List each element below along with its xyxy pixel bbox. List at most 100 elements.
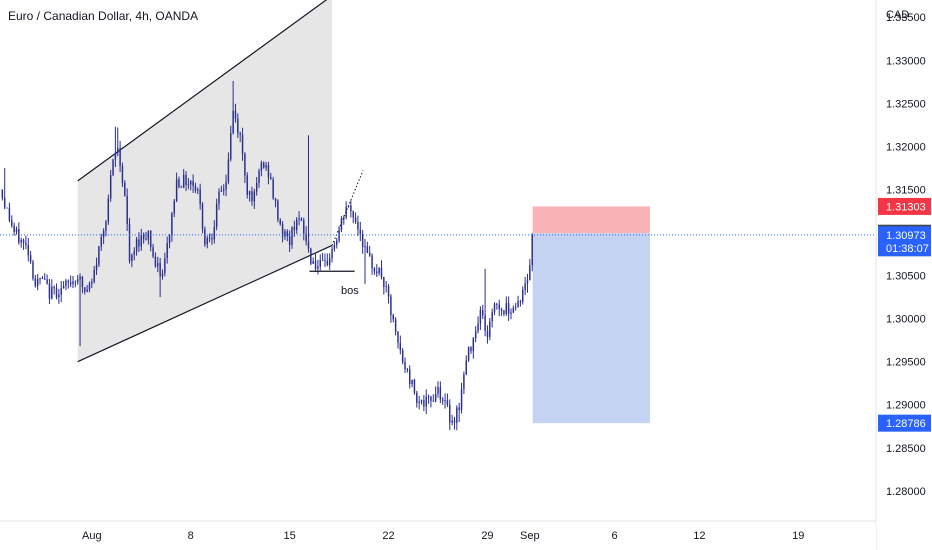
candle <box>472 336 475 359</box>
candle <box>449 399 451 431</box>
candle <box>29 250 32 264</box>
candle <box>248 190 251 202</box>
candle <box>401 347 404 365</box>
price-tick-label: 1.32000 <box>886 141 926 153</box>
candle <box>281 221 284 243</box>
candle <box>390 293 392 323</box>
candle <box>190 180 192 191</box>
candle <box>182 169 185 189</box>
candle <box>100 233 102 251</box>
candle <box>328 253 331 270</box>
candle <box>74 280 77 288</box>
currency-label: CAD <box>886 9 909 21</box>
candle <box>524 276 526 296</box>
candle <box>451 414 453 426</box>
candle <box>512 305 515 314</box>
candle <box>255 177 258 196</box>
time-tick-label: 15 <box>284 530 296 542</box>
candle <box>458 402 460 422</box>
candle <box>392 313 394 323</box>
candle <box>411 379 413 388</box>
candle <box>166 236 168 264</box>
candle <box>121 162 124 187</box>
candle <box>84 287 86 295</box>
candle <box>300 217 303 222</box>
candle <box>514 302 517 311</box>
candle <box>463 371 465 395</box>
time-tick-label: 12 <box>693 530 705 542</box>
candle <box>366 241 369 254</box>
price-tick-label: 1.33500 <box>886 12 926 24</box>
candle <box>321 252 324 261</box>
candle <box>8 202 11 223</box>
candle <box>72 275 74 289</box>
candle <box>211 233 213 245</box>
candle <box>44 273 46 281</box>
candle <box>164 252 166 277</box>
take-profit-zone[interactable] <box>532 233 650 424</box>
candle <box>109 169 112 202</box>
candle <box>246 172 248 199</box>
candle <box>105 220 107 237</box>
candle <box>55 283 58 300</box>
candle <box>232 80 234 135</box>
candle <box>361 230 364 254</box>
candle <box>517 295 519 308</box>
time-tick-label: Sep <box>520 530 540 542</box>
last-price-tag-value: 1.30973 <box>886 230 926 242</box>
candle <box>364 238 366 285</box>
candle <box>27 238 29 262</box>
candle <box>333 241 336 252</box>
candle <box>465 355 467 376</box>
candle <box>385 281 387 293</box>
candle <box>260 160 263 177</box>
candle <box>194 182 197 194</box>
bos-label: bos <box>341 285 359 297</box>
candle <box>67 279 70 289</box>
candle <box>208 233 211 243</box>
candle <box>298 211 300 226</box>
candle <box>39 277 41 285</box>
stop-loss-zone[interactable] <box>532 206 650 234</box>
candle <box>41 275 44 280</box>
candle <box>265 161 267 171</box>
candle <box>173 198 175 218</box>
price-tick-label: 1.30000 <box>886 314 926 326</box>
candle <box>409 365 411 389</box>
candle <box>175 172 178 203</box>
time-tick-label: 8 <box>188 530 194 542</box>
dotted-trendline[interactable] <box>331 170 364 246</box>
candle <box>25 235 27 250</box>
candle <box>434 386 437 403</box>
candle <box>119 140 121 173</box>
price-tick-label: 1.31500 <box>886 184 926 196</box>
candle <box>522 286 524 305</box>
candle <box>526 273 529 293</box>
candle <box>241 127 244 161</box>
stop-loss-price-tag-value: 1.31303 <box>886 201 926 213</box>
candle <box>303 217 305 241</box>
stop-loss-price-tag[interactable]: 1.31303 <box>878 197 931 215</box>
target-price-tag-value: 1.28786 <box>886 418 926 430</box>
candle <box>507 296 510 321</box>
candle <box>307 135 310 253</box>
candle <box>225 174 227 197</box>
channel-lower-line[interactable] <box>77 244 333 363</box>
candle <box>1 189 4 201</box>
candle <box>305 226 307 246</box>
target-price-tag[interactable]: 1.28786 <box>878 414 931 432</box>
candle <box>159 257 161 298</box>
candle <box>93 266 95 284</box>
candle <box>171 211 173 242</box>
candle <box>135 237 138 256</box>
candle <box>357 215 359 236</box>
candle <box>345 201 347 220</box>
candle <box>274 197 277 208</box>
candle <box>239 131 241 143</box>
candle <box>477 316 479 334</box>
price-tick-label: 1.29500 <box>886 357 926 369</box>
candle <box>470 346 472 354</box>
